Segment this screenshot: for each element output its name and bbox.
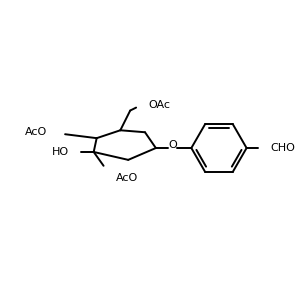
- Text: CHO: CHO: [270, 143, 295, 153]
- Text: OAc: OAc: [148, 100, 170, 110]
- Text: AcO: AcO: [116, 172, 139, 183]
- Text: AcO: AcO: [25, 127, 47, 137]
- Text: O: O: [168, 140, 177, 150]
- Text: HO: HO: [52, 147, 69, 157]
